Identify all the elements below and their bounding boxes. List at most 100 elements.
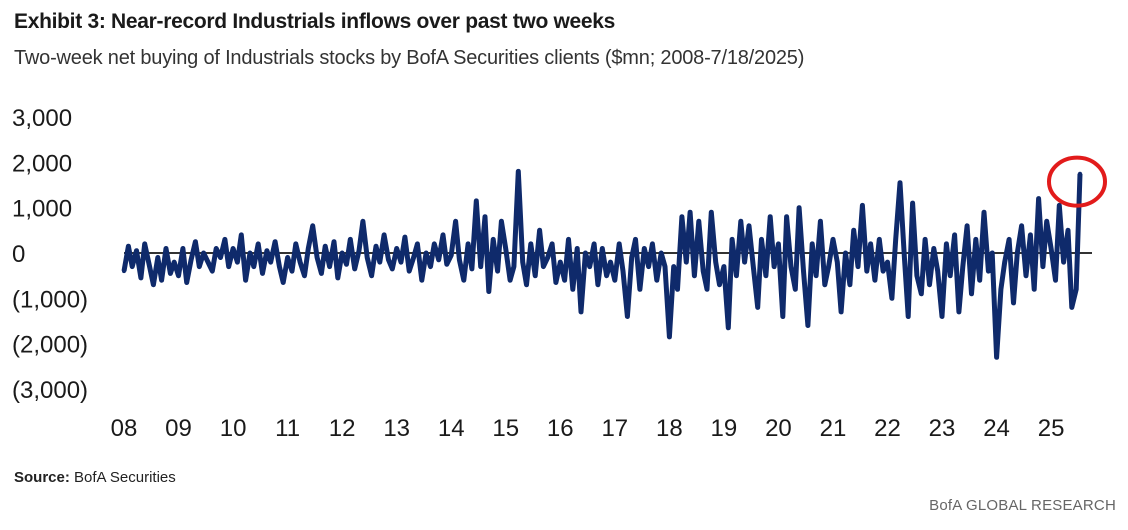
- series-point: [587, 264, 592, 269]
- series-point: [231, 246, 236, 251]
- series-point: [176, 273, 181, 278]
- series-point: [306, 246, 311, 251]
- series-point: [1019, 223, 1024, 228]
- series-point: [1011, 300, 1016, 305]
- series-point: [847, 282, 852, 287]
- series-point: [642, 246, 647, 251]
- series-point: [1024, 273, 1028, 278]
- series-point: [1066, 228, 1070, 233]
- series-point: [956, 309, 961, 314]
- series-point: [986, 269, 991, 274]
- y-tick-label: 1,000: [12, 196, 72, 223]
- series-point: [466, 241, 471, 246]
- series-point: [411, 255, 416, 260]
- series-point: [1015, 251, 1020, 255]
- series-point: [1069, 305, 1074, 310]
- series-point: [201, 251, 206, 255]
- series-point: [285, 255, 290, 260]
- series-point: [637, 287, 642, 292]
- series-point: [486, 289, 491, 294]
- y-tick-label: (2,000): [12, 332, 88, 359]
- x-tick-label: 14: [438, 415, 465, 442]
- series-point: [646, 264, 651, 269]
- series-point: [914, 273, 919, 278]
- series-point: [508, 278, 513, 283]
- series-point: [248, 251, 252, 255]
- series-point: [843, 251, 848, 255]
- x-tick-label: 11: [275, 415, 300, 442]
- series-point: [151, 282, 156, 287]
- series-point: [763, 273, 768, 278]
- series-point: [692, 273, 697, 278]
- series-point: [469, 266, 474, 271]
- series-point: [579, 309, 583, 314]
- series-point: [553, 280, 558, 285]
- series-point: [621, 269, 625, 274]
- series-point: [747, 223, 751, 228]
- series-point: [818, 219, 823, 224]
- source-label: Source:: [14, 469, 70, 486]
- series-point: [654, 278, 659, 283]
- series-point: [902, 255, 907, 260]
- series-point: [650, 241, 655, 246]
- series-point: [801, 269, 806, 274]
- series-point: [994, 355, 999, 360]
- x-tick-label: 17: [601, 415, 628, 442]
- series-point: [537, 228, 542, 233]
- series-point: [562, 278, 567, 283]
- series-point: [910, 201, 915, 206]
- series-point: [239, 232, 244, 237]
- series-point: [319, 271, 324, 276]
- series-point: [1049, 246, 1054, 251]
- series-point: [290, 269, 294, 274]
- x-tick-label: 20: [765, 415, 792, 442]
- series-point: [726, 325, 731, 330]
- series-point: [948, 273, 953, 278]
- series-point: [419, 278, 424, 283]
- series-point: [235, 260, 240, 265]
- series-point: [851, 228, 856, 233]
- x-tick-label: 16: [547, 415, 574, 442]
- series-point: [831, 237, 835, 242]
- series-point: [394, 246, 399, 251]
- series-point: [495, 269, 500, 274]
- series-point: [315, 255, 320, 260]
- series-point: [386, 257, 391, 262]
- brand-label: BofA GLOBAL RESEARCH: [929, 497, 1116, 514]
- series-point: [407, 269, 412, 274]
- series-point: [264, 248, 269, 253]
- series-point: [399, 260, 403, 265]
- series-point: [738, 219, 743, 224]
- series-point: [789, 264, 793, 269]
- series-point: [281, 280, 286, 285]
- series-point: [1002, 260, 1007, 265]
- x-tick-label: 18: [656, 415, 683, 442]
- series-point: [193, 239, 198, 244]
- series-point: [776, 241, 781, 246]
- series-point: [323, 244, 328, 249]
- series-point: [629, 255, 634, 260]
- series-point: [164, 246, 168, 251]
- series-point: [1061, 260, 1066, 265]
- series-point: [1028, 232, 1033, 237]
- series-point: [931, 246, 936, 251]
- series-point: [696, 219, 701, 224]
- series-point: [377, 260, 382, 265]
- series-point: [814, 273, 819, 278]
- x-tick-label: 08: [111, 415, 138, 442]
- series-point: [977, 278, 982, 283]
- x-tick-label: 22: [874, 415, 901, 442]
- series-point: [243, 278, 248, 283]
- series-point: [679, 214, 684, 219]
- series-point: [944, 241, 949, 246]
- series-point: [424, 251, 429, 255]
- series-point: [541, 264, 546, 269]
- series-point: [810, 241, 815, 246]
- source-text: BofA Securities: [74, 469, 176, 486]
- series-point: [302, 273, 307, 278]
- series-point: [256, 241, 261, 246]
- series-point: [881, 269, 886, 274]
- series-point: [751, 264, 756, 269]
- source-note: Source: BofA Securities: [14, 469, 176, 486]
- series-point: [617, 241, 622, 246]
